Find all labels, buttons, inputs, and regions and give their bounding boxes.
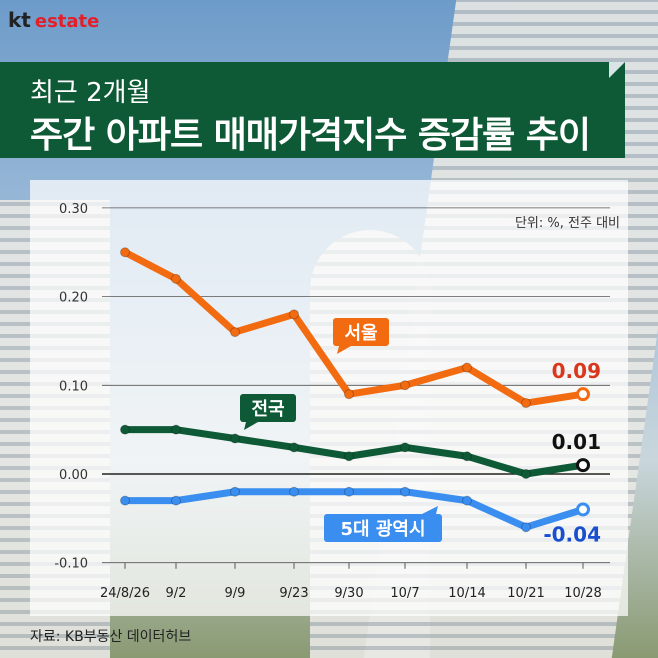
y-tick-label: -0.10	[54, 557, 88, 572]
y-tick-label: 0.30	[59, 202, 88, 217]
series-label-tag	[333, 318, 389, 346]
series-label: 서울	[344, 323, 377, 344]
data-point	[171, 424, 181, 435]
data-point	[462, 451, 472, 462]
x-tick-label: 9/2	[166, 586, 187, 601]
end-value-label: -0.04	[543, 522, 601, 546]
page-title: 주간 아파트 매매가격지수 증감률 추이	[30, 115, 591, 156]
title-banner: 최근 2개월 주간 아파트 매매가격지수 증감률 추이	[0, 62, 625, 158]
data-point	[120, 424, 130, 435]
unit-note: 단위: %, 전주 대비	[515, 216, 620, 231]
data-point	[289, 486, 299, 497]
y-tick-label: 0.00	[59, 468, 88, 483]
data-point	[521, 398, 531, 409]
end-point-marker	[576, 458, 590, 473]
data-point	[400, 380, 410, 391]
data-point	[400, 442, 410, 453]
data-point	[344, 389, 354, 400]
kt-estate-logo: kt estate	[8, 8, 100, 32]
source-note: 자료: KB부동산 데이터허브	[30, 629, 192, 645]
data-point	[289, 309, 299, 320]
x-tick-label: 9/9	[225, 586, 246, 601]
folded-corner	[609, 62, 625, 78]
speech-tail	[337, 346, 351, 354]
end-value-label: 0.09	[552, 359, 601, 383]
data-point	[230, 433, 240, 444]
y-tick-label: 0.10	[59, 379, 88, 394]
series-label: 5대 광역시	[340, 519, 425, 540]
data-point	[230, 486, 240, 497]
subtitle: 최근 2개월	[30, 78, 151, 108]
x-tick-label: 10/21	[507, 586, 544, 601]
data-point	[344, 451, 354, 462]
series-line-1	[121, 426, 587, 478]
data-point	[462, 362, 472, 373]
data-point	[521, 469, 531, 479]
data-point	[521, 522, 531, 533]
data-point	[230, 327, 240, 338]
speech-tail	[244, 422, 258, 430]
x-tick-label: 10/28	[564, 586, 601, 601]
x-tick-label: 10/7	[390, 586, 419, 601]
data-point	[400, 486, 410, 497]
x-tick-label: 9/23	[279, 586, 308, 601]
end-value-label: 0.01	[552, 430, 601, 454]
end-point-marker	[576, 387, 590, 402]
y-tick-label: 0.20	[59, 291, 88, 306]
data-point	[171, 495, 181, 506]
speech-tail	[422, 506, 438, 514]
data-point	[120, 495, 130, 506]
data-point	[462, 495, 472, 506]
x-tick-label: 24/8/26	[100, 586, 150, 601]
series-label-tag	[324, 514, 442, 542]
x-tick-label: 10/14	[448, 586, 485, 601]
data-point	[120, 247, 130, 258]
data-point	[344, 486, 354, 497]
data-point	[289, 442, 299, 453]
series-label-tag	[240, 394, 296, 422]
x-tick-label: 9/30	[334, 586, 363, 601]
end-point-marker	[576, 502, 590, 517]
series-label: 전국	[251, 399, 284, 420]
data-point	[171, 273, 181, 284]
